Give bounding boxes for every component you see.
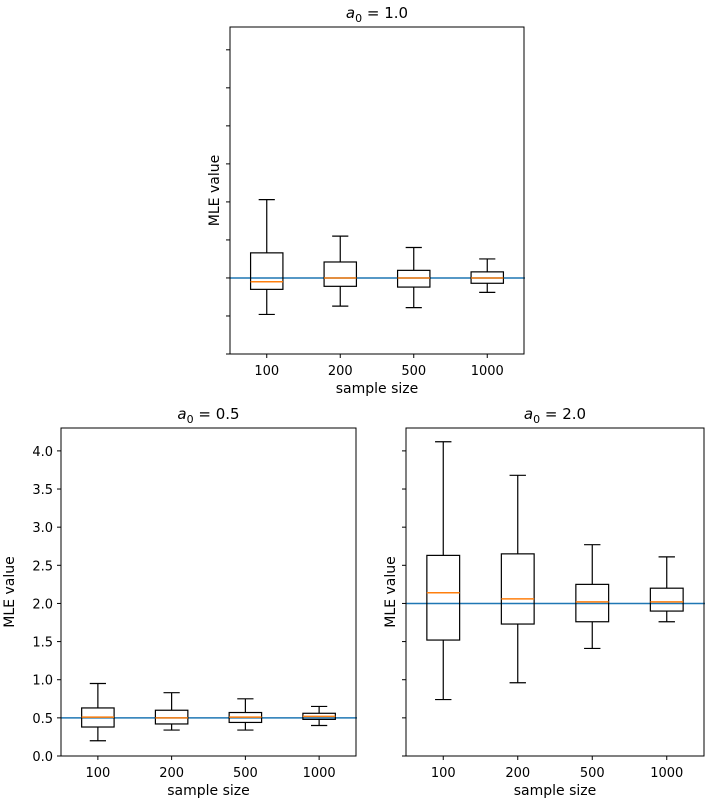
x-tick-label: 1000 [650, 766, 683, 781]
y-axis-label: MLE value [2, 556, 18, 627]
box-100 [426, 441, 461, 701]
box-1000 [470, 258, 505, 294]
box-body [426, 554, 461, 641]
axes-frame [60, 427, 357, 757]
x-tick-label: 500 [580, 766, 605, 781]
x-tick-label: 500 [401, 364, 426, 379]
box-1000 [649, 556, 684, 623]
y-tick-label: 1.0 [32, 674, 53, 689]
box-500 [228, 698, 263, 731]
x-tick-label: 1000 [303, 766, 336, 781]
box-body [500, 553, 535, 625]
y-tick-label: 3.0 [32, 521, 53, 536]
x-axis-label: sample size [336, 381, 419, 397]
y-axis-label: MLE value [383, 556, 399, 627]
x-axis-label: sample size [167, 783, 250, 799]
y-tick-label: 2.5 [32, 559, 53, 574]
x-tick-label: 500 [233, 766, 258, 781]
box-100 [81, 682, 115, 742]
box-200 [500, 474, 535, 684]
box-500 [396, 246, 431, 309]
box-body [154, 709, 189, 725]
panel-0: 100 200 500 1000 sample size MLE value a0 = 1.… [207, 4, 525, 397]
y-axis-label: MLE value [207, 155, 223, 226]
y-tick-label: 0.5 [32, 712, 53, 727]
box-body [575, 583, 610, 623]
chart-title: a0 = 2.0 [524, 405, 586, 426]
x-tick-label: 100 [254, 364, 279, 379]
chart-title: a0 = 1.0 [346, 4, 408, 25]
box-200 [154, 692, 189, 731]
x-tick-label: 200 [328, 364, 353, 379]
box-body [249, 252, 284, 290]
box-100 [249, 199, 284, 316]
panel-1: 0.0 0.5 1.0 1.5 2.0 2.5 3.0 3.5 4.0 100 200 500 1000… [2, 405, 357, 799]
chart-title: a0 = 0.5 [177, 405, 239, 426]
y-tick-label: 0.0 [32, 750, 53, 765]
y-tick-label: 4.0 [32, 445, 53, 460]
x-axis-label: sample size [514, 783, 597, 799]
box-body [323, 261, 358, 287]
x-tick-label: 200 [505, 766, 530, 781]
box-body [396, 269, 431, 288]
box-200 [323, 235, 358, 307]
y-tick-label: 2.0 [32, 597, 53, 612]
x-tick-label: 200 [159, 766, 184, 781]
x-tick-label: 100 [431, 766, 456, 781]
x-tick-label: 1000 [471, 364, 504, 379]
box-500 [575, 544, 610, 650]
box-body [649, 587, 684, 612]
axes-frame [229, 26, 525, 355]
box-1000 [302, 705, 336, 727]
y-tick-label: 1.5 [32, 636, 53, 651]
axes-frame [405, 427, 705, 757]
x-tick-label: 100 [85, 766, 110, 781]
panel-2: 100 200 500 1000 sample size MLE value a0 = 2.… [383, 405, 705, 799]
y-tick-label: 3.5 [32, 483, 53, 498]
